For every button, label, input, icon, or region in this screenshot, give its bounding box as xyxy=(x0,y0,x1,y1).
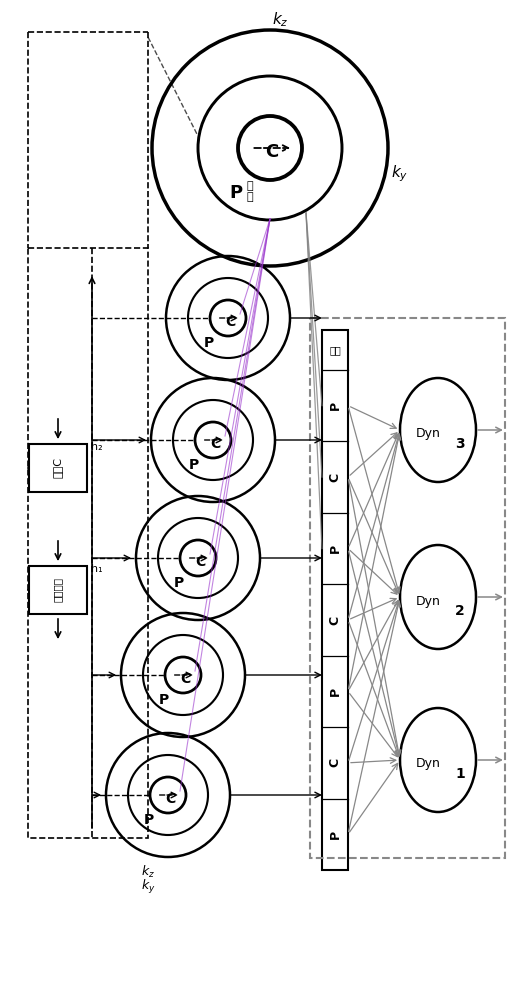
Text: P: P xyxy=(328,687,341,696)
Text: $k_y$: $k_y$ xyxy=(140,878,155,896)
Text: P: P xyxy=(229,184,242,202)
Text: C: C xyxy=(328,758,341,767)
Text: C: C xyxy=(328,615,341,625)
Text: h₁: h₁ xyxy=(91,564,102,574)
Text: C: C xyxy=(328,473,341,482)
Text: C: C xyxy=(164,792,175,806)
Text: 2: 2 xyxy=(454,604,464,618)
Text: P: P xyxy=(203,336,213,350)
Bar xyxy=(321,330,347,870)
Text: Dyn: Dyn xyxy=(415,428,440,440)
Text: P: P xyxy=(328,401,341,410)
Text: C: C xyxy=(224,315,235,329)
Text: P: P xyxy=(328,544,341,553)
Bar xyxy=(29,444,87,492)
Text: 参
考: 参 考 xyxy=(246,181,252,202)
Text: h₂: h₂ xyxy=(91,442,102,452)
Text: P: P xyxy=(158,693,168,707)
Text: P: P xyxy=(144,813,154,827)
Text: P: P xyxy=(188,458,199,472)
Text: 调整C: 调整C xyxy=(53,458,63,479)
Text: $k_z$: $k_z$ xyxy=(271,11,288,29)
Text: $k_y$: $k_y$ xyxy=(390,164,408,184)
Text: Dyn: Dyn xyxy=(415,758,440,770)
Text: P: P xyxy=(328,830,341,839)
Text: 改变速率: 改变速率 xyxy=(53,578,63,602)
Bar xyxy=(29,566,87,614)
Text: 3: 3 xyxy=(455,437,464,451)
Text: 1: 1 xyxy=(454,767,464,781)
Text: 参考: 参考 xyxy=(328,345,340,355)
Bar xyxy=(28,248,148,838)
Text: $k_z$: $k_z$ xyxy=(140,864,155,880)
Text: P: P xyxy=(174,576,184,590)
Text: Dyn: Dyn xyxy=(415,594,440,607)
Text: C: C xyxy=(180,672,190,686)
Bar xyxy=(309,318,504,858)
Text: C: C xyxy=(265,143,278,161)
Text: C: C xyxy=(194,555,205,569)
Text: C: C xyxy=(210,437,220,451)
